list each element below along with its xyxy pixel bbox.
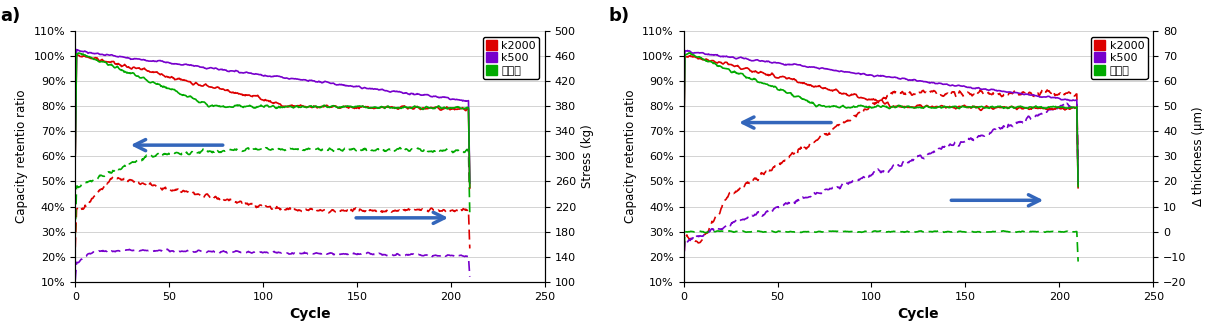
Y-axis label: Stress (kg): Stress (kg) — [582, 125, 594, 188]
Y-axis label: Δ thickness (μm): Δ thickness (μm) — [1193, 107, 1205, 206]
X-axis label: Cycle: Cycle — [290, 307, 331, 321]
Y-axis label: Capacity retentio ratio: Capacity retentio ratio — [624, 90, 636, 223]
Text: b): b) — [608, 7, 629, 25]
Y-axis label: Capacity retentio ratio: Capacity retentio ratio — [16, 90, 28, 223]
Legend: k2000, k500, 恒间隙: k2000, k500, 恒间隙 — [482, 37, 539, 79]
X-axis label: Cycle: Cycle — [898, 307, 939, 321]
Legend: k2000, k500, 恒间隙: k2000, k500, 恒间隙 — [1091, 37, 1148, 79]
Text: a): a) — [0, 7, 21, 25]
